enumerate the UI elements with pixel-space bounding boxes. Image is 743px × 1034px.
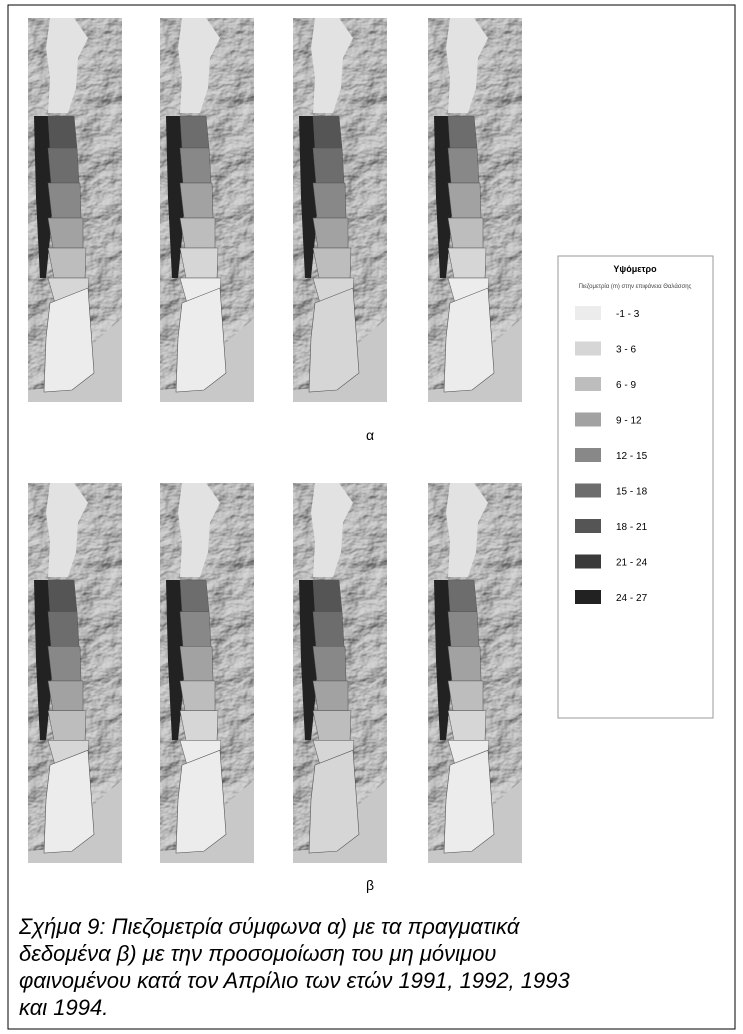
valley-zone [48, 183, 81, 218]
valley-zone [180, 580, 209, 612]
legend-label: 21 - 24 [616, 558, 648, 569]
fan [44, 288, 94, 392]
legend-swatch [575, 413, 601, 427]
valley-zone [313, 148, 344, 183]
valley-zone [48, 681, 83, 711]
caption-line: φαινομένου κατά τον Απρίλιο των ετών 199… [19, 968, 570, 993]
panel-label: β [366, 877, 374, 893]
valley-zone [48, 116, 77, 148]
map-panel [428, 18, 522, 402]
fan [176, 288, 226, 392]
legend-label: 6 - 9 [616, 380, 636, 391]
valley-zone [180, 183, 213, 218]
valley-zone [313, 116, 342, 148]
caption-line: και 1994. [19, 995, 108, 1020]
map-panel [293, 483, 387, 863]
panel-label: α [366, 427, 374, 443]
legend-label: 18 - 21 [616, 522, 648, 533]
legend-title: Υψόμετρο [613, 264, 657, 274]
valley-zone [448, 646, 481, 681]
valley-zone [180, 218, 215, 248]
legend-swatch [575, 519, 601, 533]
map-panel [293, 18, 387, 402]
figure: α β Υψόμετρο Πιεζομετρία (m) στην επιφάν… [0, 0, 743, 1034]
map-panel [28, 483, 122, 863]
maps [28, 18, 522, 863]
legend-label: 15 - 18 [616, 487, 648, 498]
fan [44, 750, 94, 853]
valley-zone [180, 681, 215, 711]
caption: Σχήμα 9: Πιεζομετρία σύμφωνα α) με τα πρ… [18, 914, 570, 1020]
valley-zone [313, 711, 351, 741]
fan [309, 288, 359, 392]
valley-zone [180, 248, 218, 278]
valley-zone [48, 612, 79, 647]
legend-swatch [575, 342, 601, 356]
caption-line: δεδομένα β) με την προσομοίωση του μη μό… [19, 941, 496, 966]
legend-swatch [575, 306, 601, 320]
valley-zone [448, 711, 486, 741]
legend-swatch [575, 555, 601, 569]
valley-zone [48, 711, 86, 741]
fan [176, 750, 226, 853]
map-panel [160, 18, 254, 402]
valley-zone [48, 580, 77, 612]
valley-zone [448, 183, 481, 218]
valley-zone [313, 248, 351, 278]
valley-zone [180, 148, 211, 183]
legend-subtitle: Πιεζομετρία (m) στην επιφάνεια Θαλάσσης [579, 283, 692, 290]
valley-zone [313, 218, 348, 248]
legend-swatch [575, 377, 601, 391]
valley-zone [180, 116, 209, 148]
valley-zone [313, 580, 342, 612]
legend: Υψόμετρο Πιεζομετρία (m) στην επιφάνεια … [558, 256, 713, 718]
valley-zone [448, 218, 483, 248]
valley-zone [313, 646, 346, 681]
valley-zone [448, 612, 479, 647]
legend-label: 3 - 6 [616, 345, 636, 356]
valley-zone [180, 612, 211, 647]
legend-swatch [575, 590, 601, 604]
valley-zone [180, 711, 218, 741]
valley-zone [313, 183, 346, 218]
legend-swatch [575, 448, 601, 462]
valley-zone [448, 148, 479, 183]
valley-zone [48, 218, 83, 248]
valley-zone [180, 646, 213, 681]
fan [444, 750, 494, 853]
legend-label: -1 - 3 [616, 309, 640, 320]
valley-zone [448, 248, 486, 278]
map-panel [428, 483, 522, 863]
valley-zone [48, 646, 81, 681]
fan [444, 288, 494, 392]
valley-zone [448, 116, 477, 148]
valley-zone [448, 580, 477, 612]
valley-zone [313, 612, 344, 647]
map-panel [28, 18, 122, 402]
legend-swatch [575, 484, 601, 498]
legend-label: 9 - 12 [616, 416, 642, 427]
fan [309, 750, 359, 853]
map-panel [160, 483, 254, 863]
legend-label: 12 - 15 [616, 451, 648, 462]
valley-zone [48, 148, 79, 183]
page: α β Υψόμετρο Πιεζομετρία (m) στην επιφάν… [0, 0, 743, 1034]
legend-label: 24 - 27 [616, 593, 648, 604]
valley-zone [313, 681, 348, 711]
valley-zone [48, 248, 86, 278]
caption-line: Σχήμα 9: Πιεζομετρία σύμφωνα α) με τα πρ… [18, 914, 521, 939]
valley-zone [448, 681, 483, 711]
